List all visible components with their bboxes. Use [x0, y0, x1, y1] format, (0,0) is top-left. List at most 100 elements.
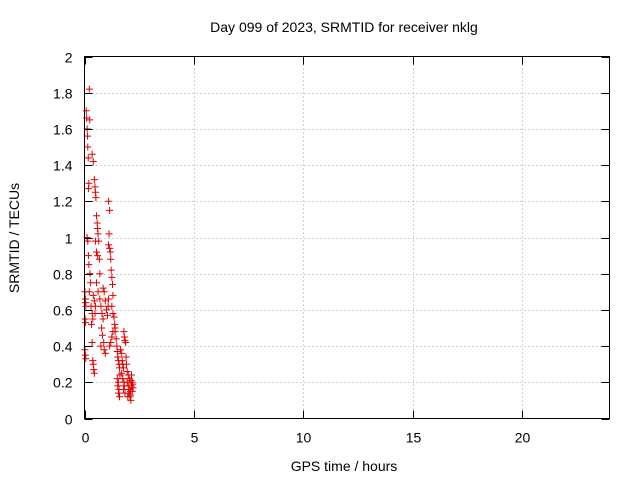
data-point: [88, 320, 95, 328]
data-point: [99, 284, 107, 292]
data-point: [91, 310, 99, 318]
data-point: [119, 375, 127, 383]
data-point: [107, 338, 115, 346]
data-point: [112, 335, 120, 343]
data-point: [118, 349, 126, 357]
x-tick-label: 20: [515, 430, 531, 446]
data-point: [97, 342, 105, 350]
data-point: [127, 376, 135, 384]
y-tick-label: 1.2: [53, 194, 73, 210]
data-point: [125, 375, 133, 383]
data-point: [96, 270, 104, 278]
data-point: [89, 315, 97, 323]
data-point: [90, 297, 98, 305]
data-point: [94, 230, 102, 238]
data-point: [88, 150, 96, 158]
data-point: [117, 346, 125, 354]
data-point: [103, 311, 111, 319]
data-point: [128, 382, 136, 390]
data-point: [102, 306, 110, 314]
data-points: [81, 85, 137, 404]
data-point: [93, 279, 101, 287]
data-point: [119, 386, 127, 394]
data-point: [85, 261, 93, 269]
y-tick-label: 2: [65, 50, 73, 66]
data-point: [105, 295, 113, 303]
y-tick-label: 0.8: [53, 267, 73, 283]
y-axis-label: SRMTID / TECUs: [6, 183, 22, 293]
data-point: [84, 154, 92, 162]
data-point: [86, 116, 94, 124]
data-point: [120, 333, 128, 341]
data-point: [119, 364, 127, 372]
data-point: [101, 297, 109, 305]
data-point: [114, 389, 122, 397]
data-point: [93, 248, 101, 256]
data-point: [121, 337, 129, 345]
data-point: [116, 371, 124, 379]
y-tick-label: 0.2: [53, 375, 73, 391]
data-point: [90, 369, 98, 377]
data-point: [105, 197, 113, 205]
data-point: [123, 367, 131, 375]
chart-title: Day 099 of 2023, SRMTID for receiver nkl…: [210, 19, 478, 35]
data-point: [122, 338, 130, 346]
data-point: [128, 387, 136, 395]
data-point: [99, 315, 107, 323]
data-point: [89, 291, 97, 299]
x-tick-label: 0: [82, 430, 90, 446]
data-point: [90, 366, 98, 374]
data-point: [92, 194, 100, 202]
axis-ticks: [84, 56, 610, 420]
data-point: [90, 176, 98, 184]
y-tick-label: 0.6: [53, 303, 73, 319]
data-point: [106, 342, 114, 350]
data-point: [93, 212, 101, 220]
data-point: [95, 255, 103, 263]
data-point: [129, 384, 137, 392]
plot-border: [84, 56, 610, 419]
data-point: [122, 353, 130, 361]
x-tick-label: 5: [191, 430, 199, 446]
data-point: [109, 291, 117, 299]
data-point: [107, 266, 115, 274]
data-point: [86, 270, 94, 278]
data-point: [108, 333, 116, 341]
data-point: [91, 237, 99, 245]
data-point: [98, 310, 106, 318]
y-tick-label: 0: [65, 412, 73, 428]
x-tick-label: 15: [406, 430, 422, 446]
data-point: [88, 338, 96, 346]
data-point: [94, 288, 102, 296]
y-tick-label: 1.8: [53, 86, 73, 102]
data-point: [96, 295, 104, 303]
data-point: [109, 310, 117, 318]
data-point: [100, 346, 108, 354]
data-point: [107, 255, 115, 263]
data-point: [82, 319, 90, 327]
data-point: [114, 353, 122, 361]
data-point: [98, 331, 106, 339]
data-point: [105, 241, 113, 249]
data-point: [100, 338, 108, 346]
y-tick-label: 1: [65, 231, 73, 247]
data-point: [82, 355, 90, 363]
x-axis-label: GPS time / hours: [291, 458, 398, 474]
data-point: [114, 382, 122, 390]
x-tick-label: 10: [296, 430, 312, 446]
data-point: [109, 281, 116, 289]
data-point: [84, 185, 92, 193]
data-point: [108, 273, 116, 281]
data-point: [97, 302, 105, 310]
data-point: [106, 248, 114, 256]
data-point: [123, 360, 130, 368]
data-point: [94, 252, 102, 260]
data-point: [85, 85, 93, 93]
tick-labels: 00.20.40.60.811.21.41.61.820 5 10 15 20: [53, 50, 530, 446]
data-point: [106, 244, 114, 252]
data-point: [82, 107, 90, 115]
data-point: [105, 230, 113, 238]
data-point: [118, 357, 126, 365]
data-point: [128, 371, 136, 379]
